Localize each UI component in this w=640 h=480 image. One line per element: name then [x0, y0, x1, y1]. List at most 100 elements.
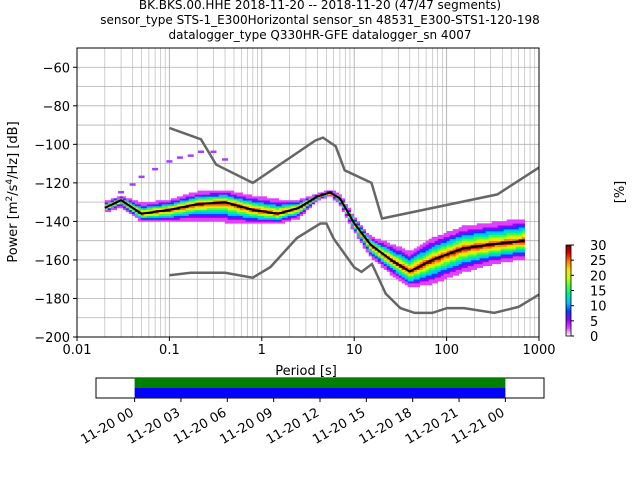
pdf-cell [404, 275, 409, 278]
pdf-cell [383, 256, 388, 259]
pdf-cell [395, 248, 400, 251]
pdf-cell [152, 217, 157, 220]
pdf-cell [281, 204, 286, 207]
pdf-cell [506, 238, 510, 241]
pdf-cell [467, 265, 472, 268]
timeline-bar [134, 378, 506, 388]
pdf-cell [299, 213, 304, 216]
pdf-cell [479, 252, 483, 255]
pdf-cell [458, 236, 463, 240]
pdf-cell [500, 229, 504, 232]
pdf-cell [455, 236, 460, 240]
pdf-cell [488, 238, 492, 241]
pdf-cell [242, 215, 247, 218]
pdf-cell [380, 256, 385, 259]
pdf-cell [410, 271, 415, 274]
pdf-cell [521, 252, 525, 255]
pdf-cell [290, 204, 295, 207]
pdf-cell [416, 259, 421, 263]
pdf-cell [290, 215, 295, 218]
pdf-cell [476, 231, 481, 234]
pdf-cell [227, 217, 232, 220]
pdf-cell [464, 250, 469, 253]
pdf-cell [521, 225, 525, 228]
pdf-cell [398, 277, 403, 280]
pdf-cell [257, 196, 262, 199]
pdf-cell [509, 242, 513, 245]
pdf-cell [197, 194, 202, 197]
pdf-cell [197, 190, 202, 193]
pdf-cell [512, 223, 516, 226]
pdf-cell [236, 205, 241, 209]
pdf-cell [428, 242, 433, 245]
pdf-cell [425, 246, 430, 249]
pdf-cell [500, 248, 504, 251]
y-tick-label: −60 [43, 61, 70, 76]
pdf-cell [119, 202, 124, 205]
pdf-cell [239, 204, 244, 207]
pdf-cell [113, 198, 118, 201]
pdf-cell [191, 211, 196, 214]
pdf-cell [245, 194, 250, 197]
pdf-cell [500, 258, 504, 261]
pdf-cell [488, 227, 492, 230]
pdf-cell [506, 234, 510, 238]
pdf-cell [233, 209, 238, 213]
pdf-cell [503, 258, 507, 261]
pdf-cell [398, 248, 403, 251]
pdf-cell [431, 277, 436, 280]
pdf-cell [389, 248, 394, 251]
pdf-cell [449, 242, 454, 245]
pdf-cell [260, 200, 265, 203]
title-block: BK.BKS.00.HHE 2018-11-20 -- 2018-11-20 (… [100, 0, 540, 42]
pdf-cell [449, 244, 454, 247]
pdf-cell [488, 258, 492, 261]
pdf-cell [236, 213, 241, 216]
pdf-cell [464, 236, 469, 240]
pdf-cell [227, 205, 232, 209]
pdf-cell [440, 275, 445, 278]
pdf-cell [440, 248, 445, 251]
pdf-cell [185, 209, 190, 213]
pdf-cell [374, 254, 379, 257]
pdf-cell [302, 209, 307, 213]
pdf-cell [404, 279, 409, 282]
pdf-cell [347, 217, 352, 220]
pdf-cell [464, 252, 469, 255]
pdf-cell [512, 258, 516, 261]
pdf-cell [119, 205, 124, 209]
pdf-cell [305, 200, 310, 203]
pdf-cell [431, 256, 436, 259]
pdf-cell [107, 205, 112, 209]
pdf-cell [272, 198, 277, 201]
pdf-cell [476, 227, 481, 230]
pdf-cell [401, 271, 406, 274]
pdf-cell [473, 259, 478, 263]
pdf-cell [455, 267, 460, 270]
pdf-cell [233, 196, 238, 199]
pdf-cell [287, 211, 292, 214]
pdf-cell [155, 204, 160, 207]
pdf-cell [446, 265, 451, 268]
pdf-cell [440, 236, 445, 240]
pdf-cell [176, 219, 181, 222]
pdf-cell [428, 263, 433, 267]
pdf-cell [521, 221, 525, 224]
pdf-cell [191, 213, 196, 216]
pdf-cell [338, 200, 343, 203]
pdf-cell [308, 202, 313, 205]
pdf-cell [506, 252, 510, 255]
pdf-cell [500, 240, 504, 243]
pdf-cell [170, 198, 175, 201]
pdf-cell [221, 215, 226, 218]
pdf-cell [440, 244, 445, 247]
pdf-cell [188, 209, 193, 213]
pdf-cell [443, 244, 448, 247]
pdf-cell [506, 223, 510, 226]
pdf-cell [455, 269, 460, 272]
pdf-cell [215, 207, 220, 211]
pdf-cell [170, 211, 175, 214]
pdf-cell [134, 213, 139, 216]
pdf-cell [239, 217, 244, 220]
pdf-cell [287, 219, 292, 222]
